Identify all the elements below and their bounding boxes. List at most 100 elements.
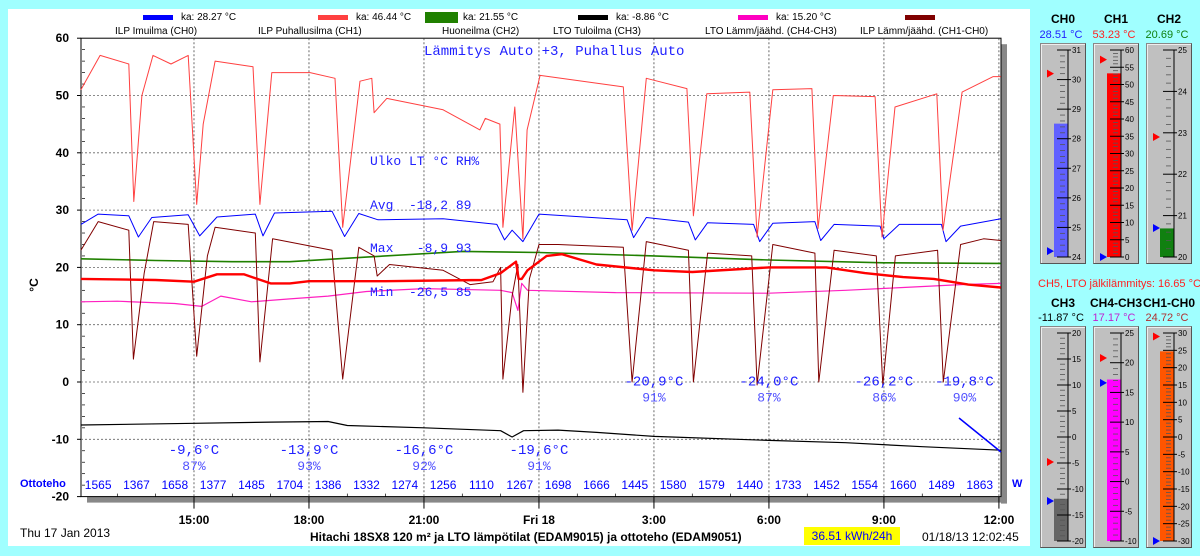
gauge-tick-label: 50 [1125, 81, 1134, 90]
gauge-value: 53.23 °C [1092, 29, 1136, 41]
gauge-tick-label: 15 [1178, 381, 1187, 390]
annotation-pointer-line [958, 417, 1002, 453]
x-tick-label: 15:00 [179, 513, 210, 527]
power-value: 1256 [429, 478, 457, 492]
power-value: 1565 [84, 478, 112, 492]
gauge-tick-label: 0 [1072, 433, 1077, 442]
gauge-tick-label: 23 [1178, 129, 1187, 138]
x-tick-label: 18:00 [294, 513, 325, 527]
plot-shadow-right [1001, 44, 1007, 504]
legend-series-name: LTO Lämm/jäähd. (CH4-CH3) [705, 26, 837, 37]
outdoor-rh-annotation: 91% [642, 390, 666, 405]
power-value: 1386 [314, 478, 342, 492]
gauge-tick-label: 21 [1178, 212, 1187, 221]
power-unit: W [1012, 478, 1023, 490]
legend-swatch [318, 15, 348, 20]
series-ch0 [80, 210, 1001, 243]
y-axis-label: °C [27, 278, 41, 292]
power-value: 1274 [391, 478, 419, 492]
outdoor-rh-annotation: 91% [527, 459, 551, 474]
gauge-tick-label: 30 [1178, 329, 1187, 338]
energy-badge: 36.51 kWh/24h [804, 527, 900, 545]
x-tick-label: 6:00 [757, 513, 781, 527]
gauge-tick-label: 0 [1125, 478, 1130, 487]
gauge-tick-label: -10 [1178, 468, 1190, 477]
gauge-tick-label: 24 [1178, 87, 1187, 96]
gauge-scale: -10 -5 0 5 10 15 20 25 [1100, 329, 1137, 546]
gauge-tick-label: 55 [1125, 63, 1134, 72]
outdoor-rh-annotation: 87% [757, 390, 781, 405]
gauge-fill [1107, 379, 1121, 541]
outdoor-temp-annotation: -19,8°C [935, 374, 994, 390]
power-value: 1660 [889, 478, 917, 492]
power-value: 1452 [813, 478, 840, 492]
legend-average: ka: 46.44 °C [356, 12, 412, 23]
outdoor-temp-annotation: -9,6°C [169, 443, 219, 459]
outdoor-rh-annotation: 86% [872, 390, 896, 405]
mode-text: Lämmitys Auto +3, Puhallus Auto [424, 44, 685, 60]
x-tick-label: 21:00 [409, 513, 440, 527]
gauge-tick-label: 15 [1072, 355, 1081, 364]
gauge-ch0: 24 25 26 27 28 29 30 31 [1040, 43, 1086, 264]
power-value: 1367 [123, 478, 150, 492]
gauge-tick-label: -25 [1178, 520, 1190, 529]
max-marker-icon [1100, 353, 1107, 362]
power-value: 1704 [276, 478, 304, 492]
gauge-fill [1054, 123, 1068, 257]
legend-series-name: ILP Puhallusilma (CH1) [258, 26, 362, 37]
gauge-tick-label: 30 [1125, 150, 1134, 159]
gauge-tick-label: 28 [1072, 135, 1081, 144]
gauge-fill [1160, 351, 1174, 541]
x-tick-label: 9:00 [872, 513, 896, 527]
gauge-tick-label: 5 [1125, 448, 1130, 457]
legend-swatch [578, 15, 608, 20]
legend-series-name: ILP Lämm/jäähd. (CH1-CH0) [860, 26, 989, 37]
gauge-tick-label: 31 [1072, 46, 1081, 55]
gauge-scale: 0 5 10 15 20 25 30 35 40 45 50 55 60 [1100, 46, 1134, 262]
x-tick-label: 3:00 [642, 513, 666, 527]
gauge-ch4-ch3: -10 -5 0 5 10 15 20 25 [1093, 326, 1139, 548]
power-value: 1267 [506, 478, 534, 492]
gauge-title: CH1 [1103, 12, 1128, 26]
y-tick-label: 20 [56, 260, 70, 274]
gauge-tick-label: 0 [1125, 253, 1130, 262]
gauge-tick-label: -15 [1178, 485, 1190, 494]
gauge-scale: -30 -25 -20 -15 -10 -5 0 5 10 15 20 25 30 [1153, 329, 1190, 546]
legend-swatch [143, 15, 173, 20]
legend-series-name: ILP Imuilma (CH0) [115, 26, 198, 37]
power-value: 1580 [659, 478, 687, 492]
power-value: 1579 [698, 478, 725, 492]
outdoor-rh-annotation: 87% [182, 459, 206, 474]
gauge-tick-label: 29 [1072, 105, 1081, 114]
gauge-tick-label: 25 [1072, 223, 1081, 232]
gauge-tick-label: -15 [1072, 511, 1084, 520]
gauge-title: CH2 [1156, 12, 1181, 26]
power-value: 1377 [199, 478, 227, 492]
gauge-tick-label: 0 [1178, 433, 1183, 442]
min-marker-icon [1100, 253, 1107, 261]
max-marker-icon [1153, 332, 1160, 341]
gauge-tick-label: 10 [1072, 381, 1081, 390]
legend-average: ka: -8.86 °C [616, 12, 669, 23]
stats-line: Min -26,5 85 [370, 284, 472, 300]
min-marker-icon [1047, 247, 1054, 256]
y-tick-label: 0 [62, 375, 69, 389]
y-tick-label: 50 [56, 89, 70, 103]
power-value: 1666 [583, 478, 610, 492]
power-value: 1440 [736, 478, 764, 492]
gauge-tick-label: 5 [1125, 236, 1130, 245]
gauge-tick-label: 20 [1125, 184, 1134, 193]
gauge-tick-label: 15 [1125, 201, 1134, 210]
outdoor-temp-annotation: -24,0°C [740, 374, 799, 390]
legend-average: ka: 28.27 °C [181, 12, 237, 23]
gauge-tick-label: 22 [1178, 170, 1187, 179]
min-marker-icon [1047, 496, 1054, 505]
power-value: 1110 [468, 478, 494, 492]
gauge-tick-label: 10 [1178, 398, 1187, 407]
x-tick-label: Fri 18 [523, 513, 555, 527]
gauge-title: CH3 [1050, 296, 1075, 310]
legend-series-name: LTO Tuloilma (CH3) [553, 26, 641, 37]
gauge-tick-label: 25 [1125, 167, 1134, 176]
gauge-title: CH0 [1050, 12, 1075, 26]
